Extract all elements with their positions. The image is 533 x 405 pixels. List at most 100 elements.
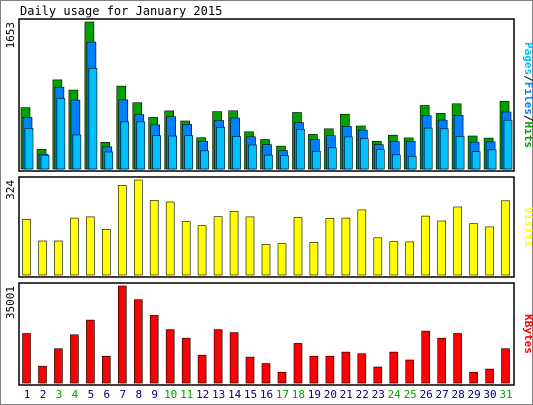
pages-bar <box>248 144 257 170</box>
visits-bar <box>277 243 287 276</box>
pages-bar <box>104 151 114 170</box>
panel-1-y-max-label: 1653 <box>4 22 17 49</box>
visits-bar <box>245 216 255 276</box>
legend-pages-files-hits: Pages/Files/Hits <box>522 42 533 148</box>
visits-bar <box>38 240 47 276</box>
chart-title: Daily usage for January 2015 <box>20 4 222 18</box>
x-tick-label: 18 <box>292 388 305 401</box>
panel-3: 35001 KBytes <box>4 282 533 386</box>
visits-bar <box>421 215 431 276</box>
visits-bar <box>70 217 79 276</box>
x-tick-label: 2 <box>40 388 47 401</box>
pages-bar <box>216 127 225 170</box>
x-tick-label: 19 <box>308 388 321 401</box>
legend-hits: Hits <box>522 122 533 149</box>
pages-bar <box>439 128 449 170</box>
x-tick-label: 3 <box>56 388 63 401</box>
pages-bar <box>184 135 193 170</box>
legend-separator: / <box>522 115 533 122</box>
x-tick-label: 24 <box>388 388 402 401</box>
visits-bar <box>485 226 494 276</box>
pages-bar <box>471 151 481 170</box>
kbytes-bar <box>22 333 31 384</box>
panel-2-bars <box>22 179 510 276</box>
pages-bar <box>296 129 305 170</box>
x-tick-label: 7 <box>119 388 126 401</box>
visits-bar <box>357 209 367 276</box>
pages-bar <box>312 150 321 170</box>
kbytes-bar <box>54 348 63 384</box>
visits-bar <box>102 229 111 276</box>
kbytes-bar <box>118 285 127 384</box>
legend-separator: / <box>522 75 533 82</box>
pages-bar <box>56 98 66 170</box>
x-tick-label: 11 <box>180 388 193 401</box>
visits-bar <box>453 206 462 276</box>
kbytes-bar <box>38 365 47 384</box>
x-tick-label: 22 <box>356 388 369 401</box>
kbytes-bar <box>197 354 207 384</box>
legend-files: Files <box>522 82 533 115</box>
pages-bar <box>359 138 369 170</box>
pages-bar <box>455 136 465 170</box>
kbytes-bar <box>70 334 79 384</box>
kbytes-bar <box>373 366 383 384</box>
kbytes-bar <box>469 371 478 384</box>
pages-bar <box>152 135 161 170</box>
panel-2-border <box>18 176 515 278</box>
panel-1-bars <box>20 21 513 170</box>
x-tick-label: 28 <box>451 388 464 401</box>
x-tick-label: 15 <box>244 388 257 401</box>
kbytes-bar <box>325 355 335 384</box>
legend-kbytes: KBytes <box>522 314 533 354</box>
visits-bar <box>197 225 207 276</box>
visits-bar <box>293 217 303 276</box>
kbytes-bar <box>501 348 510 384</box>
x-tick-label: 1 <box>24 388 31 401</box>
x-tick-label: 14 <box>228 388 242 401</box>
kbytes-bar <box>134 299 143 384</box>
x-tick-label: 21 <box>340 388 353 401</box>
kbytes-bar <box>421 330 431 384</box>
x-tick-label: 17 <box>276 388 289 401</box>
x-axis-labels: 1 2 3 4 5 6 7 8 9 10 11 12 13 14 15 16 17 18 19 20 21 22 23 24 2… <box>24 388 513 401</box>
kbytes-bar <box>357 353 367 384</box>
x-tick-label: 8 <box>135 388 142 401</box>
kbytes-bar <box>261 363 271 384</box>
pages-bar <box>200 150 209 170</box>
x-tick-label: 29 <box>467 388 480 401</box>
pages-bar <box>328 147 337 170</box>
pages-bar <box>407 156 417 170</box>
pages-bar <box>136 121 146 170</box>
visits-bar <box>341 217 351 276</box>
visits-bar <box>261 244 271 276</box>
pages-bar <box>503 119 513 170</box>
pages-bar <box>487 149 497 170</box>
visits-bar <box>229 211 239 276</box>
kbytes-bar <box>149 315 159 384</box>
x-tick-label: 26 <box>420 388 433 401</box>
kbytes-bar <box>229 332 239 384</box>
pages-bar <box>232 136 241 170</box>
kbytes-bar <box>341 351 351 384</box>
kbytes-bar <box>293 343 303 384</box>
visits-bar <box>22 219 31 276</box>
x-tick-label: 9 <box>151 388 158 401</box>
visits-bar <box>86 216 95 276</box>
visits-bar <box>118 185 127 276</box>
kbytes-bar <box>181 337 191 384</box>
x-tick-label: 5 <box>88 388 95 401</box>
panel-3-y-max-label: 35001 <box>4 286 17 319</box>
x-tick-label: 4 <box>72 388 79 401</box>
visits-bar <box>213 216 223 276</box>
visits-bar <box>373 237 383 276</box>
visits-bar <box>325 218 335 276</box>
x-tick-label: 6 <box>103 388 110 401</box>
x-tick-label: 13 <box>212 388 225 401</box>
kbytes-bar <box>389 351 399 384</box>
panel-2: 324 Visits <box>4 176 533 278</box>
visits-bar <box>54 240 63 276</box>
pages-bar <box>391 154 401 170</box>
x-tick-label: 16 <box>260 388 273 401</box>
